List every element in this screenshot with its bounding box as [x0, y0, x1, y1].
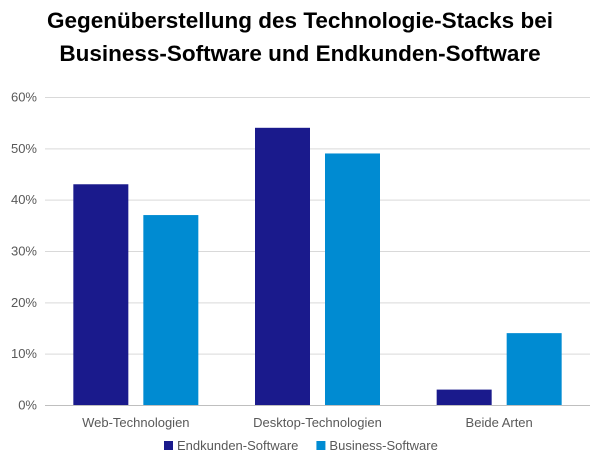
- bar-business-software-2: [325, 153, 380, 405]
- legend-swatch-2: [316, 441, 326, 450]
- y-tick-label: 30%: [11, 244, 37, 259]
- chart-title-line-2: Business-Software und Endkunden-Software: [59, 41, 541, 66]
- x-category-label: Desktop-Technologien: [253, 415, 382, 430]
- x-category-label: Web-Technologien: [82, 415, 189, 430]
- chart-title-line-1: Gegenüberstellung des Technologie-Stacks…: [47, 8, 553, 33]
- bar-endkunden-software-2: [255, 127, 310, 406]
- bar-endkunden-software-1: [73, 184, 129, 405]
- legend-swatch-1: [164, 441, 173, 450]
- bar-endkunden-software-3: [436, 389, 492, 405]
- legend: Endkunden-Software Business-Software: [164, 438, 438, 453]
- y-tick-label: 40%: [11, 192, 37, 207]
- y-tick-label: 10%: [11, 346, 37, 361]
- y-tick-label: 50%: [11, 141, 37, 156]
- legend-label: Endkunden-Software: [177, 438, 298, 453]
- x-axis-category-labels: Web-Technologien Desktop-Technologien Beid…: [82, 415, 533, 430]
- legend-label: Business-Software: [329, 438, 437, 453]
- y-tick-label: 60%: [11, 90, 37, 105]
- x-category-label: Beide Arten: [466, 415, 533, 430]
- bar-business-software-1: [143, 215, 199, 405]
- y-tick-label: 20%: [11, 295, 37, 310]
- y-tick-label: 0%: [18, 398, 37, 413]
- y-axis-tick-labels: 0% 10% 20% 30% 40% 50% 60%: [11, 90, 37, 413]
- bars: [73, 127, 562, 406]
- bar-business-software-3: [506, 333, 562, 405]
- gridlines: [45, 97, 590, 406]
- chart-title: Gegenüberstellung des Technologie-Stacks…: [0, 4, 600, 70]
